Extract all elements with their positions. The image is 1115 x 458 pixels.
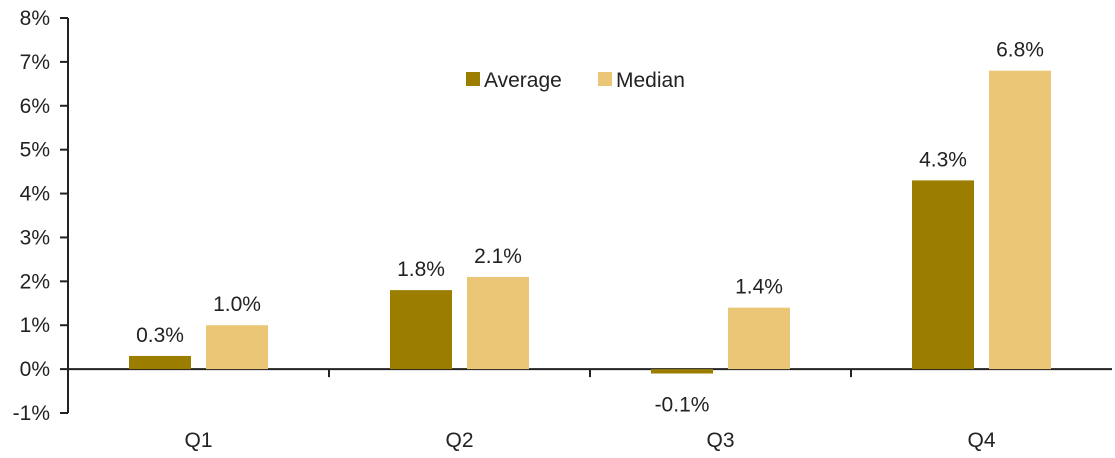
bar-average-q4 (912, 180, 974, 370)
y-tick-label: 4% (20, 183, 50, 206)
bar-median-q1 (206, 325, 268, 370)
bar-median-q3 (728, 307, 790, 370)
data-label-median-q1: 1.0% (213, 293, 261, 316)
bar-average-q1 (129, 355, 191, 370)
x-axis: Q1 Q2 Q3 Q4 (68, 368, 1112, 452)
y-tick-label: 8% (20, 7, 50, 30)
bar-average-q3 (651, 369, 713, 374)
x-category-label: Q4 (967, 429, 995, 452)
legend-label-average: Average (484, 69, 562, 92)
y-tick-label: 1% (20, 314, 50, 337)
y-tick-label: 7% (20, 51, 50, 74)
y-axis: -1% 0% 1% 2% 3% 4% 5% 6% 7% 8% (13, 7, 69, 425)
data-label-median-q3: 1.4% (735, 276, 783, 299)
data-label-average-q3: -0.1% (655, 394, 710, 417)
y-tick-label: 0% (20, 358, 50, 381)
bar-average-q2 (390, 290, 452, 370)
x-category-label: Q3 (706, 429, 734, 452)
data-label-average-q4: 4.3% (919, 148, 967, 171)
x-category-label: Q1 (184, 429, 212, 452)
bars (129, 70, 1051, 374)
legend-swatch-median (598, 72, 612, 86)
data-label-median-q4: 6.8% (996, 39, 1044, 62)
data-labels: 0.3% 1.0% 1.8% 2.1% -0.1% 1.4% 4.3% 6.8% (136, 39, 1044, 417)
y-tick-label: 5% (20, 139, 50, 162)
legend: Average Median (466, 69, 685, 92)
legend-label-median: Median (616, 69, 685, 92)
bar-median-q2 (467, 276, 529, 370)
data-label-median-q2: 2.1% (474, 245, 522, 268)
x-category-label: Q2 (445, 429, 473, 452)
bar-median-q4 (989, 70, 1051, 370)
y-tick-label: 2% (20, 270, 50, 293)
legend-swatch-average (466, 72, 480, 86)
y-tick-label: 3% (20, 226, 50, 249)
data-label-average-q1: 0.3% (136, 324, 184, 347)
y-tick-label: 6% (20, 95, 50, 118)
y-tick-label: -1% (13, 402, 50, 425)
data-label-average-q2: 1.8% (397, 258, 445, 281)
